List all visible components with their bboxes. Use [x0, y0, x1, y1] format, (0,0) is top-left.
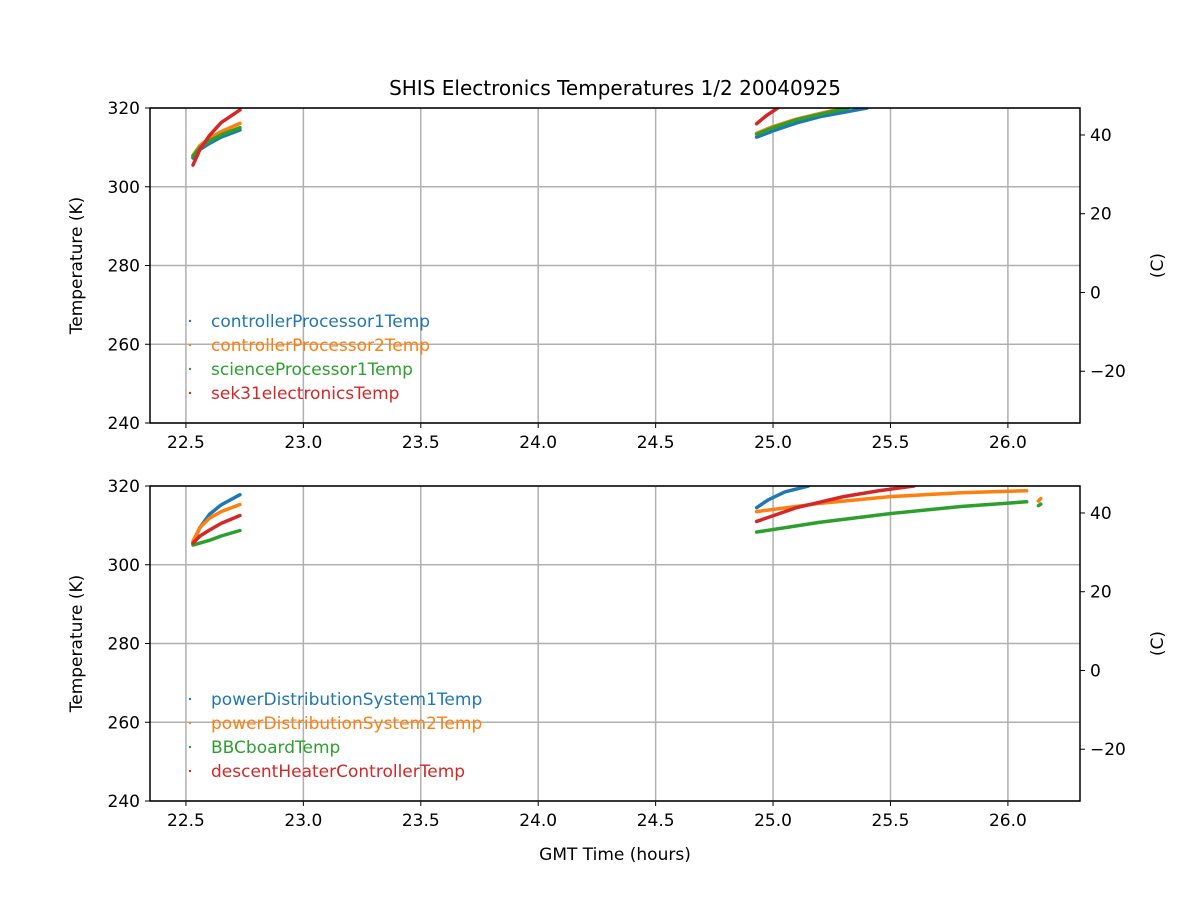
x-tick-label: 25.0 [754, 811, 792, 831]
series-scienceProcessor1Temp [191, 108, 850, 159]
legend-marker [188, 319, 192, 323]
y-tick-label: 300 [108, 178, 140, 198]
x-tick-label: 24.5 [637, 811, 675, 831]
y-axis-label: Temperature (K) [67, 197, 87, 336]
x-tick-label: 25.5 [872, 811, 910, 831]
legend-marker [188, 745, 192, 749]
axes-frame [149, 107, 1081, 424]
y-tick-label: 240 [108, 414, 140, 434]
x-tick-label: 23.0 [284, 811, 322, 831]
axes-2: 22.5 23.0 23.5 24.0 24.5 25.0 25.5 26.0 240 260 28… [67, 477, 1168, 865]
right-y-tick-label: 20 [1090, 205, 1112, 225]
series-BBCboardTemp [191, 500, 1043, 547]
y-axis-label: Temperature (K) [67, 575, 87, 714]
right-y-tick-label: 0 [1090, 283, 1101, 303]
legend-marker [188, 343, 192, 347]
legend-label: descentHeaterControllerTemp [211, 762, 465, 782]
x-tick-label: 22.5 [167, 811, 205, 831]
y-tick-label: 280 [108, 635, 140, 655]
x-tick-label: 22.5 [167, 433, 205, 453]
x-tick-label: 25.5 [872, 433, 910, 453]
series-line-scienceProcessor1Temp [754, 108, 850, 137]
series-line-controllerProcessor1Temp [754, 108, 869, 139]
series-powerDistributionSystem2Temp [191, 488, 1043, 543]
legend-label: sek31electronicsTemp [211, 384, 399, 404]
series-line-descentHeaterControllerTemp [754, 486, 916, 524]
x-tick-label: 24.0 [519, 433, 557, 453]
series-line-powerDistributionSystem2Temp [1036, 496, 1043, 503]
y-tick-label: 280 [108, 257, 140, 277]
series-line-powerDistributionSystem1Temp [754, 486, 811, 510]
legend-label: BBCboardTemp [211, 738, 340, 758]
series-controllerProcessor2Temp [191, 108, 846, 157]
right-y-tick-label: −20 [1090, 740, 1126, 760]
series-sek31electronicsTemp [191, 108, 780, 167]
right-y-tick-label: 20 [1090, 583, 1112, 603]
y-tick-label: 240 [108, 792, 140, 812]
legend-marker [188, 769, 192, 773]
legend-marker [188, 367, 192, 371]
x-tick-label: 23.0 [284, 433, 322, 453]
legend-marker [188, 721, 192, 725]
x-tick-label: 24.5 [637, 433, 675, 453]
x-tick-label: 25.0 [754, 433, 792, 453]
y-tick-label: 260 [108, 713, 140, 733]
y-tick-label: 320 [108, 99, 140, 119]
series-descentHeaterControllerTemp [191, 486, 916, 545]
series-line-BBCboardTemp [1036, 502, 1043, 508]
x-axis-label: GMT Time (hours) [539, 845, 691, 865]
legend-label: scienceProcessor1Temp [211, 360, 413, 380]
chart-title: SHIS Electronics Temperatures 1/2 200409… [389, 76, 841, 100]
right-y-tick-label: −20 [1090, 362, 1126, 382]
right-y-axis-label: (C) [1148, 631, 1168, 656]
right-y-tick-label: 40 [1090, 504, 1112, 524]
legend-label: powerDistributionSystem2Temp [211, 714, 482, 734]
series-line-sek31electronicsTemp [754, 108, 780, 126]
legend-marker [188, 697, 192, 701]
series-powerDistributionSystem1Temp [191, 486, 811, 545]
series-line-sek31electronicsTemp [191, 108, 242, 167]
x-tick-label: 23.5 [402, 811, 440, 831]
x-tick-label: 24.0 [519, 811, 557, 831]
series-line-BBCboardTemp [754, 500, 1029, 534]
series-line-BBCboardTemp [191, 528, 242, 547]
right-y-tick-label: 0 [1090, 661, 1101, 681]
legend-label: controllerProcessor1Temp [211, 312, 430, 332]
y-tick-label: 300 [108, 556, 140, 576]
right-y-tick-label: 40 [1090, 126, 1112, 146]
axes-1: 22.5 23.0 23.5 24.0 24.5 25.0 25.5 26.0 240 260 28… [67, 76, 1168, 453]
x-tick-label: 23.5 [402, 433, 440, 453]
legend-marker [188, 391, 192, 395]
legend-label: powerDistributionSystem1Temp [211, 690, 482, 710]
x-tick-label: 26.0 [989, 433, 1027, 453]
series-line-powerDistributionSystem2Temp [191, 502, 242, 543]
x-tick-label: 26.0 [989, 811, 1027, 831]
axes-frame [149, 485, 1081, 802]
y-tick-label: 320 [108, 477, 140, 497]
legend-label: controllerProcessor2Temp [211, 336, 430, 356]
y-tick-label: 260 [108, 335, 140, 355]
series-line-descentHeaterControllerTemp [191, 513, 242, 545]
right-y-axis-label: (C) [1148, 253, 1168, 278]
